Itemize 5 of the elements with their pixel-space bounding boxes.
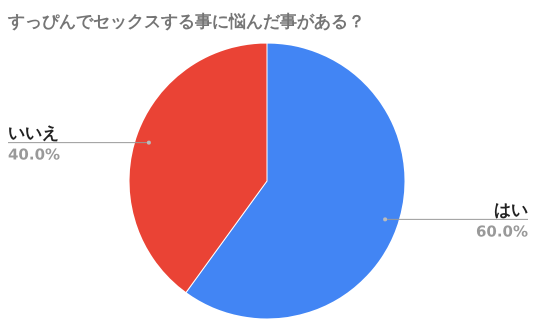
slice-label: はい (494, 200, 528, 220)
chart-title: すっぴんでセックスする事に悩んだ事がある？ (7, 12, 365, 32)
slice-label: いいえ (8, 124, 59, 144)
data-label: 40.0% (8, 146, 60, 164)
data-label: 60.0% (476, 222, 528, 240)
